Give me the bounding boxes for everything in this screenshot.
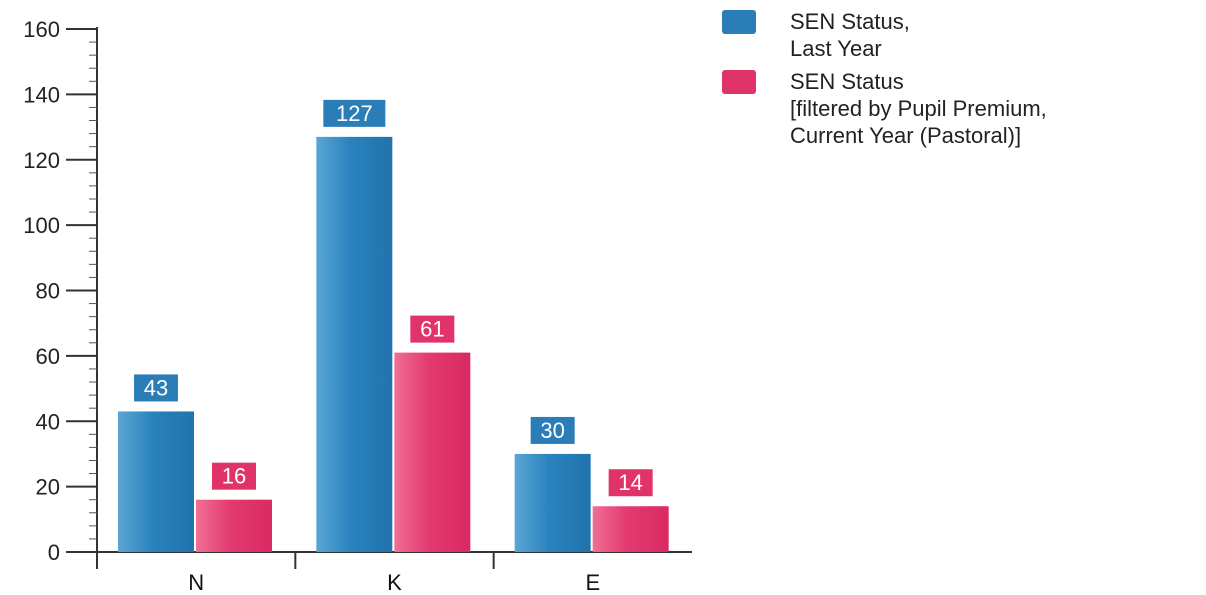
data-label: 61 bbox=[420, 317, 444, 342]
data-label-box bbox=[530, 416, 575, 444]
legend-item-series-1[interactable]: SEN Status, Last Year bbox=[722, 8, 1202, 62]
legend-swatch-series-1 bbox=[722, 10, 756, 34]
bar-series-2-K[interactable] bbox=[394, 352, 471, 552]
y-tick-label: 140 bbox=[23, 82, 60, 107]
x-tick-label: K bbox=[387, 570, 402, 595]
data-label: 127 bbox=[336, 101, 373, 126]
y-tick-label: 120 bbox=[23, 148, 60, 173]
x-tick-label: N bbox=[188, 570, 204, 595]
legend-swatch-series-2 bbox=[722, 70, 756, 94]
bars bbox=[118, 136, 669, 552]
legend-label-series-1: SEN Status, Last Year bbox=[790, 9, 910, 61]
bar-series-1-E[interactable] bbox=[514, 453, 591, 552]
legend: SEN Status, Last Year SEN Status [filter… bbox=[722, 8, 1202, 155]
y-tick-label: 60 bbox=[36, 344, 60, 369]
data-label-box bbox=[323, 99, 386, 127]
data-label-box bbox=[608, 469, 653, 497]
y-tick-label: 160 bbox=[23, 17, 60, 42]
y-tick-label: 100 bbox=[23, 213, 60, 238]
data-label-box bbox=[410, 315, 455, 343]
data-label: 14 bbox=[618, 470, 642, 495]
y-tick-label: 40 bbox=[36, 409, 60, 434]
data-labels: 43 127 30 16 61 14 bbox=[134, 99, 653, 497]
bar-series-2-E[interactable] bbox=[592, 506, 669, 552]
bar-series-2-N[interactable] bbox=[196, 499, 272, 552]
data-label: 43 bbox=[144, 375, 168, 400]
x-tick-label: E bbox=[585, 570, 600, 595]
legend-item-series-2[interactable]: SEN Status [filtered by Pupil Premium, C… bbox=[722, 68, 1202, 149]
data-label: 16 bbox=[222, 464, 246, 489]
bar-series-1-K[interactable] bbox=[316, 136, 393, 552]
y-tick-label: 20 bbox=[36, 475, 60, 500]
legend-label-series-2: SEN Status [filtered by Pupil Premium, C… bbox=[790, 69, 1047, 148]
data-label: 30 bbox=[540, 418, 564, 443]
data-label-box bbox=[212, 462, 256, 490]
bar-series-1-N[interactable] bbox=[118, 411, 194, 552]
data-label-box bbox=[134, 374, 178, 402]
y-tick-label: 0 bbox=[48, 540, 60, 565]
y-tick-label: 80 bbox=[36, 279, 60, 304]
